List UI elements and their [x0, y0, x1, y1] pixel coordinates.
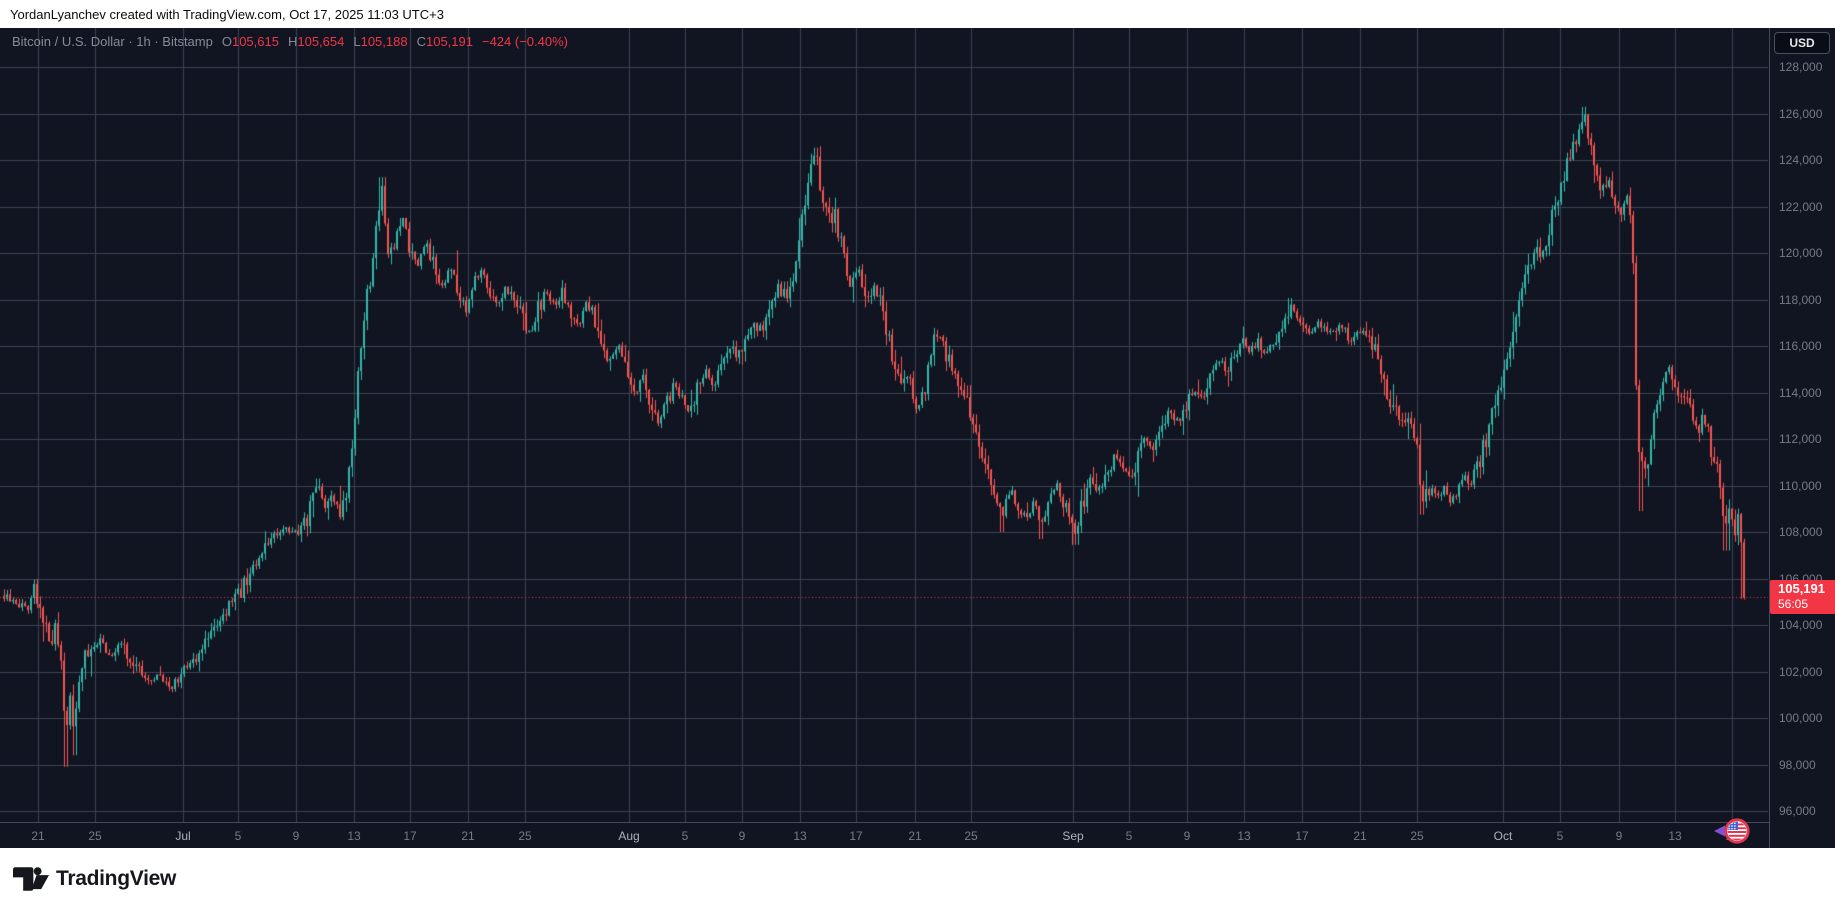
marker-arrow-icon [1714, 825, 1725, 837]
tradingview-mark-icon [13, 866, 49, 891]
time-tick-day: 25 [518, 829, 532, 843]
attribution-text: YordanLyanchev created with TradingView.… [10, 6, 444, 22]
ohlc-value-o: 105,615 [231, 34, 279, 49]
time-tick-day: 13 [1237, 829, 1251, 843]
ohlc-value-h: 105,654 [297, 34, 345, 49]
time-tick-day: 13 [347, 829, 361, 843]
price-tick-label: 102,000 [1779, 664, 1823, 679]
time-tick-day: 13 [1668, 829, 1682, 843]
time-tick-day: 17 [1295, 829, 1309, 843]
change-value: −424 (−0.40%) [481, 34, 568, 49]
ohlc-value-c: 105,191 [425, 34, 473, 49]
time-tick-day: 5 [681, 829, 689, 843]
last-price-label: 105,191 56:05 [1770, 580, 1835, 615]
price-tick-label: 110,000 [1779, 478, 1822, 493]
time-tick-day: 17 [403, 829, 417, 843]
tradingview-logo[interactable]: TradingView [13, 867, 176, 891]
ohlc-value-l: 105,188 [360, 34, 408, 49]
time-tick-day: 25 [88, 829, 102, 843]
price-tick-label: 128,000 [1779, 60, 1823, 74]
time-tick-day: 5 [1125, 829, 1133, 843]
price-tick-label: 118,000 [1779, 292, 1822, 307]
price-tick-label: 96,000 [1779, 804, 1816, 818]
price-tick-label: 100,000 [1779, 711, 1823, 725]
flag-marker-icon[interactable] [1706, 816, 1754, 851]
time-tick-day: 17 [849, 829, 863, 843]
price-tick-label: 116,000 [1779, 339, 1822, 353]
time-tick-month: Jul [175, 829, 191, 843]
chart-canvas[interactable] [0, 28, 1768, 822]
last-price-value: 105,191 [1778, 581, 1825, 597]
tradingview-wordmark: TradingView [56, 866, 177, 890]
ohlc-letter-c: C [416, 34, 426, 49]
price-scale[interactable]: USD 96,000 98,000 100,000 102,000 104,000 106… [1769, 28, 1835, 848]
ohlc-values: O105,615 H105,654 L105,188 C105,191 [213, 34, 473, 49]
time-tick-month: Oct [1493, 829, 1513, 843]
price-tick-label: 108,000 [1779, 525, 1823, 539]
price-tick-label: 122,000 [1779, 199, 1823, 214]
price-tick-label: 104,000 [1779, 618, 1823, 632]
time-scale[interactable]: 21 25 Jul 5 9 13 17 21 25 Aug 5 9 13 17 21 25 Sep 5 9 13 17 2… [0, 822, 1769, 849]
chart-area: Bitcoin / U.S. Dollar · 1h · Bitstamp O10… [0, 28, 1835, 848]
ohlc-letter-h: H [287, 34, 298, 49]
time-tick-day: 9 [1183, 829, 1191, 843]
price-tick-label: 124,000 [1779, 153, 1823, 167]
time-tick-day: 25 [1410, 829, 1424, 843]
price-tick-label: 126,000 [1779, 106, 1823, 121]
footer-bar: TradingView [0, 848, 1835, 909]
symbol-header: Bitcoin / U.S. Dollar · 1h · Bitstamp O10… [12, 34, 568, 49]
time-tick-day: 21 [461, 829, 475, 843]
currency-button[interactable]: USD [1774, 32, 1830, 54]
ohlc-letter-o: O [221, 34, 232, 49]
time-tick-month: Aug [618, 829, 640, 843]
bar-countdown: 56:05 [1778, 597, 1809, 612]
time-tick-day: 21 [31, 829, 45, 843]
time-tick-day: 25 [964, 829, 978, 843]
time-tick-day: 13 [793, 829, 807, 843]
time-tick-day: 21 [908, 829, 922, 843]
price-tick-label: 120,000 [1779, 246, 1823, 260]
time-tick-day: 5 [1556, 829, 1564, 843]
time-tick-month: Sep [1062, 829, 1084, 843]
price-tick-label: 112,000 [1779, 432, 1822, 446]
time-tick-day: 5 [234, 829, 242, 843]
usa-flag-icon [1727, 821, 1747, 841]
time-tick-day: 21 [1353, 829, 1367, 843]
ohlc-letter-l: L [353, 34, 361, 49]
time-tick-day: 9 [738, 829, 746, 843]
symbol-title[interactable]: Bitcoin / U.S. Dollar · 1h · Bitstamp [12, 34, 213, 49]
attribution-bar: YordanLyanchev created with TradingView.… [0, 0, 1835, 28]
price-tick-label: 98,000 [1779, 757, 1816, 772]
time-tick-day: 9 [1615, 829, 1623, 843]
price-tick-label: 114,000 [1779, 385, 1822, 400]
time-tick-day: 9 [292, 829, 300, 843]
